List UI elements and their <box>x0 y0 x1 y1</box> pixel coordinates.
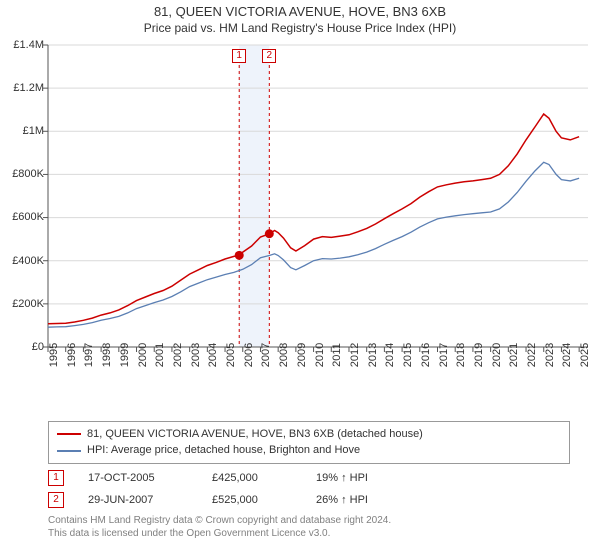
legend-item: HPI: Average price, detached house, Brig… <box>57 442 561 459</box>
x-tick-label: 1998 <box>101 343 113 367</box>
x-tick-label: 2013 <box>367 343 379 367</box>
event-price: £525,000 <box>212 494 292 506</box>
x-tick-label: 2017 <box>438 343 450 367</box>
x-tick-label: 2019 <box>473 343 485 367</box>
x-tick-label: 2003 <box>190 343 202 367</box>
legend-label: HPI: Average price, detached house, Brig… <box>87 442 360 459</box>
legend-swatch <box>57 450 81 452</box>
chart-title: 81, QUEEN VICTORIA AVENUE, HOVE, BN3 6XB <box>0 0 600 21</box>
event-marker: 1 <box>48 470 64 486</box>
x-tick-label: 2014 <box>384 343 396 367</box>
legend-label: 81, QUEEN VICTORIA AVENUE, HOVE, BN3 6XB… <box>87 426 423 443</box>
event-pct: 19% ↑ HPI <box>316 472 416 484</box>
x-tick-label: 1997 <box>83 343 95 367</box>
x-tick-label: 2021 <box>508 343 520 367</box>
event-date: 29-JUN-2007 <box>88 494 188 506</box>
x-tick-label: 2015 <box>402 343 414 367</box>
legend-item: 81, QUEEN VICTORIA AVENUE, HOVE, BN3 6XB… <box>57 426 561 443</box>
legend-swatch <box>57 433 81 435</box>
x-tick-label: 2002 <box>172 343 184 367</box>
x-tick-label: 2020 <box>491 343 503 367</box>
event-marker: 2 <box>48 492 64 508</box>
x-tick-label: 2006 <box>243 343 255 367</box>
footer-line1: Contains HM Land Registry data © Crown c… <box>48 514 570 527</box>
y-tick-label: £600K <box>0 211 44 223</box>
event-table: 1 17-OCT-2005 £425,000 19% ↑ HPI 2 29-JUN-200… <box>48 470 570 508</box>
x-tick-label: 2024 <box>561 343 573 367</box>
legend: 81, QUEEN VICTORIA AVENUE, HOVE, BN3 6XB… <box>48 421 570 464</box>
x-tick-label: 2022 <box>526 343 538 367</box>
event-marker-2: 2 <box>262 49 276 63</box>
event-pct: 26% ↑ HPI <box>316 494 416 506</box>
chart-area: £0 £200K £400K £600K £800K £1M £1.2M £1.4M 1995… <box>0 37 600 417</box>
x-tick-label: 1995 <box>48 343 60 367</box>
event-row: 1 17-OCT-2005 £425,000 19% ↑ HPI <box>48 470 570 486</box>
event-marker-1: 1 <box>232 49 246 63</box>
x-tick-label: 2000 <box>137 343 149 367</box>
x-tick-label: 2004 <box>207 343 219 367</box>
footer-line2: This data is licensed under the Open Gov… <box>48 527 570 540</box>
event-row: 2 29-JUN-2007 £525,000 26% ↑ HPI <box>48 492 570 508</box>
x-tick-label: 2011 <box>331 343 343 367</box>
chart-subtitle: Price paid vs. HM Land Registry's House … <box>0 21 600 37</box>
x-tick-label: 1996 <box>66 343 78 367</box>
event-date: 17-OCT-2005 <box>88 472 188 484</box>
x-tick-label: 2016 <box>420 343 432 367</box>
y-tick-label: £1M <box>0 125 44 137</box>
y-tick-label: £0 <box>0 341 44 353</box>
event-price: £425,000 <box>212 472 292 484</box>
x-tick-label: 2009 <box>296 343 308 367</box>
y-tick-label: £1.2M <box>0 82 44 94</box>
y-tick-label: £1.4M <box>0 39 44 51</box>
y-tick-label: £800K <box>0 168 44 180</box>
x-tick-label: 2005 <box>225 343 237 367</box>
x-tick-label: 2007 <box>260 343 272 367</box>
y-tick-label: £200K <box>0 298 44 310</box>
x-tick-label: 1999 <box>119 343 131 367</box>
x-tick-label: 2025 <box>579 343 591 367</box>
x-tick-label: 2023 <box>544 343 556 367</box>
x-tick-label: 2008 <box>278 343 290 367</box>
x-tick-label: 2018 <box>455 343 467 367</box>
x-tick-label: 2012 <box>349 343 361 367</box>
footer-attribution: Contains HM Land Registry data © Crown c… <box>48 514 570 540</box>
x-tick-label: 2010 <box>314 343 326 367</box>
y-tick-label: £400K <box>0 255 44 267</box>
chart-container: 81, QUEEN VICTORIA AVENUE, HOVE, BN3 6XB… <box>0 0 600 560</box>
x-tick-label: 2001 <box>154 343 166 367</box>
